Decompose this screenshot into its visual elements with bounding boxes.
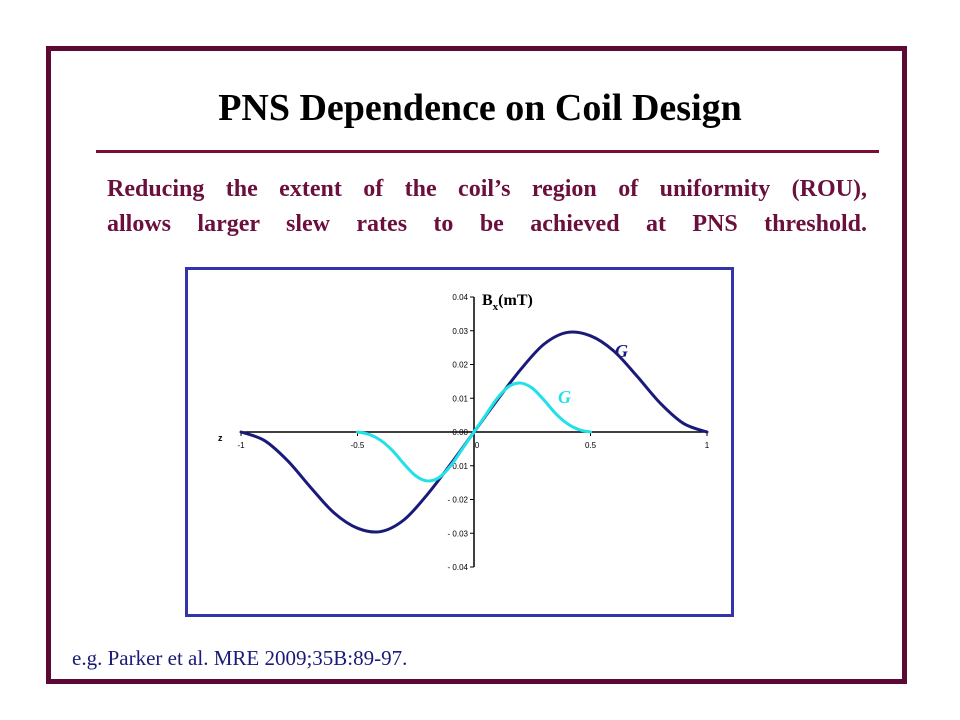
slide-title: PNS Dependence on Coil Design (218, 87, 742, 129)
y-tick-label: 0.03 (452, 327, 468, 336)
y-tick-label: - 0.02 (448, 496, 469, 505)
x-tick-label: 1 (705, 441, 710, 450)
x-tick-label: 0 (475, 441, 480, 450)
series-line-small-rou (356, 381, 592, 483)
y-tick-label: - 0.04 (448, 563, 469, 572)
y-tick-label: 0.04 (452, 293, 468, 302)
x-tick-label: -0.5 (351, 441, 365, 450)
series-label-large-rou: G (615, 341, 628, 361)
title-divider (96, 150, 879, 153)
chart-container: 0.04 0.03 0.02 0.01 0.00 - 0.01 - 0.02 - 0.03 - … (185, 267, 734, 617)
y-tick-label: - 0.03 (448, 529, 469, 538)
citation: e.g. Parker et al. MRE 2009;35B:89-97. (72, 646, 408, 670)
series-label-small-rou: G (558, 387, 571, 407)
x-tick-label: 0.5 (585, 441, 597, 450)
y-axis-label: Bx(mT) (482, 292, 533, 313)
y-tick-label: - 0.01 (448, 462, 469, 471)
slide-subtitle: Reducing the extent of the coil’s region… (107, 172, 867, 242)
y-tick-label: 0.02 (452, 361, 468, 370)
bx-field-chart: 0.04 0.03 0.02 0.01 0.00 - 0.01 - 0.02 - 0.03 - … (218, 292, 710, 572)
x-tick-label: -1 (237, 441, 245, 450)
slide-frame (46, 46, 907, 684)
x-axis-label: z (218, 433, 223, 443)
y-tick-label: 0.00 (452, 428, 468, 437)
y-tick-label: 0.01 (452, 394, 468, 403)
subtitle-line-2: allows larger slew rates to be achieved … (107, 211, 867, 237)
subtitle-line-1: Reducing the extent of the coil’s region… (107, 176, 867, 202)
